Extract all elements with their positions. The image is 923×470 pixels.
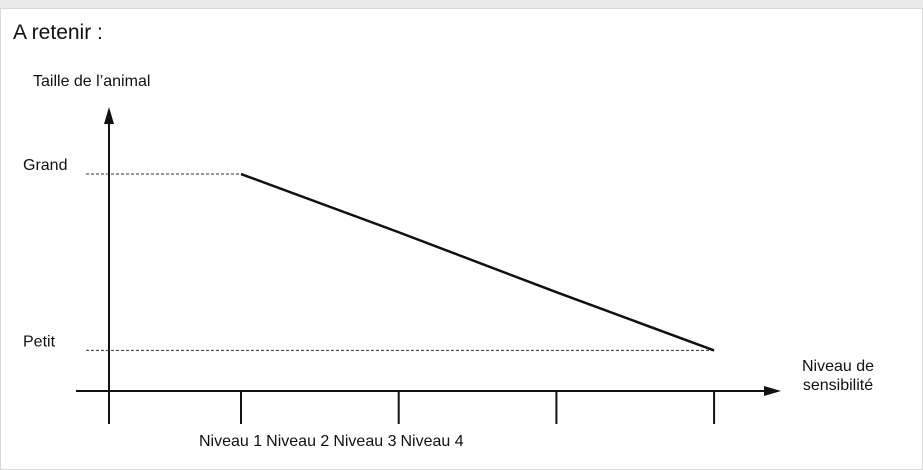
x-tick-label: Niveau 1 [199, 433, 262, 450]
data-line [240, 172, 715, 352]
x-tick-label: Niveau 3 [333, 433, 396, 450]
x-tick-label: Niveau 2 [266, 433, 329, 450]
chart: Taille de l’animal Niveau 1 Niveau 2 Nivea… [23, 73, 781, 450]
y-tick-label: Petit [23, 334, 56, 351]
x-axis-label: Niveau de sensibilité [801, 358, 875, 394]
y-tick-label: Grand [23, 157, 67, 174]
x-arrow [764, 386, 781, 396]
title: A retenir : [13, 21, 103, 44]
y-arrow [104, 107, 114, 124]
y-axis-label: Taille de l’animal [33, 73, 150, 90]
x-tick-label: Niveau 4 [400, 433, 463, 450]
x-tick-labels: Niveau 1 Niveau 2 Niveau 3 Niveau 4 [199, 433, 464, 450]
